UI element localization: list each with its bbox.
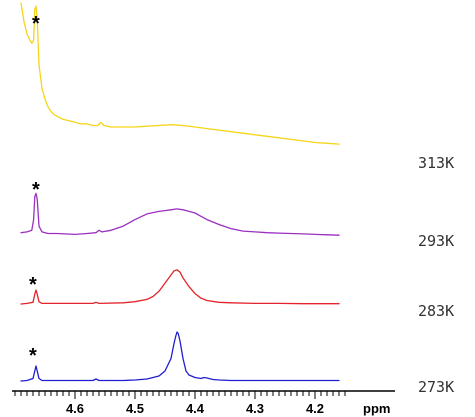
- x-axis-tick-label: 4.5: [126, 401, 144, 416]
- temp-label-283k: 283K: [418, 302, 454, 320]
- temp-label-313k: 313K: [418, 154, 454, 172]
- temp-label-293k: 293K: [418, 232, 454, 250]
- star-marker-313k: *: [32, 13, 40, 35]
- solvent-peak-markers: * * * *: [29, 13, 40, 367]
- spectrum-trace-283k: [20, 269, 340, 305]
- x-axis-tick-label: 4.6: [66, 401, 84, 416]
- x-axis-minor-ticks: [14, 391, 346, 396]
- temp-label-273k: 273K: [418, 378, 454, 396]
- x-axis-major-ticks: [74, 391, 316, 399]
- spectrum-trace-313k: [20, 2, 340, 145]
- temperature-labels: 313K 293K 283K 273K: [418, 154, 454, 396]
- x-axis-tick-labels: 4.6 4.5 4.4 4.3 4.2: [66, 401, 324, 416]
- x-axis-unit-label: ppm: [363, 401, 390, 416]
- spectra-traces: [20, 2, 340, 382]
- x-axis-tick-label: 4.4: [186, 401, 205, 416]
- spectrum-trace-273k: [20, 331, 340, 382]
- spectrum-trace-293k: [20, 192, 340, 236]
- star-marker-293k: *: [32, 179, 40, 201]
- star-marker-283k: *: [29, 274, 37, 296]
- star-marker-273k: *: [29, 345, 37, 367]
- x-axis-tick-label: 4.2: [306, 401, 324, 416]
- x-axis: 4.6 4.5 4.4 4.3 4.2 ppm: [12, 390, 395, 416]
- x-axis-tick-label: 4.3: [246, 401, 264, 416]
